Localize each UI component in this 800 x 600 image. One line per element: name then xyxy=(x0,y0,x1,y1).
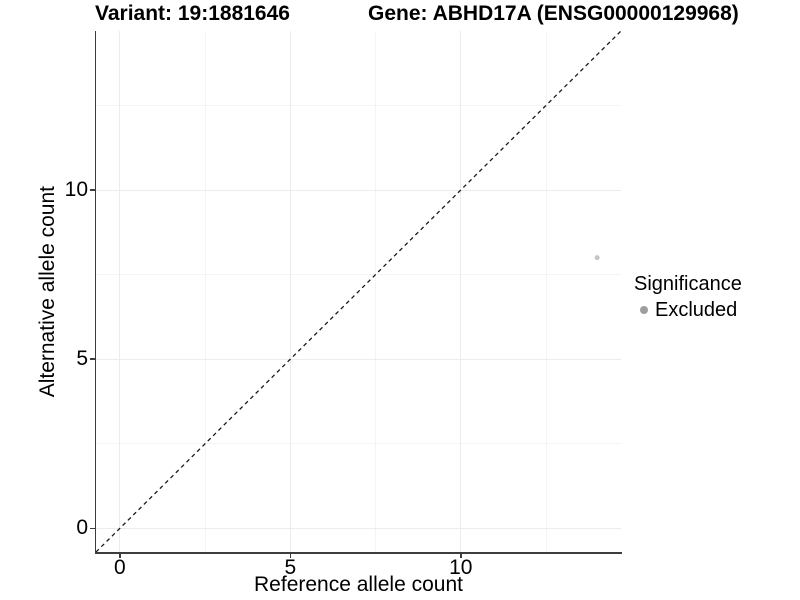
y-tick-label: 10 xyxy=(64,178,88,201)
y-tick-label: 5 xyxy=(76,347,88,371)
gridline-x-major xyxy=(289,31,291,552)
legend: Significance Excluded xyxy=(634,272,742,322)
y-tick-mark xyxy=(89,527,95,530)
data-point xyxy=(594,255,600,261)
plot-svg xyxy=(96,31,621,552)
gridline-y-minor xyxy=(96,274,621,276)
y-tick-mark xyxy=(89,358,95,360)
y-tick-mark xyxy=(89,189,95,191)
gridline-x-major xyxy=(460,31,462,552)
x-tick-label: 10 xyxy=(449,556,473,579)
x-tick-label: 5 xyxy=(284,556,297,579)
x-tick-mark xyxy=(289,552,292,558)
legend-entries: Excluded xyxy=(634,298,742,322)
identity-reference-line xyxy=(96,31,621,552)
gridline-x-minor xyxy=(375,31,377,552)
gridline-y-minor xyxy=(96,104,621,106)
gene-title: Gene: ABHD17A (ENSG00000129968) xyxy=(368,2,739,25)
y-axis-title-box: Alternative allele count xyxy=(26,31,70,552)
x-axis-line xyxy=(94,552,622,554)
gridline-x-minor xyxy=(545,31,547,552)
y-axis-line xyxy=(94,31,96,554)
variant-title: Variant: 19:1881646 xyxy=(95,2,290,25)
gridline-y-major xyxy=(96,189,621,191)
legend-entry: Excluded xyxy=(634,298,742,322)
gridline-y-major xyxy=(96,358,621,360)
gridline-y-major xyxy=(96,527,621,529)
gridline-y-minor xyxy=(96,443,621,445)
plot-panel xyxy=(96,31,621,552)
legend-key-dot xyxy=(640,306,648,314)
x-axis-title: Reference allele count xyxy=(254,573,463,596)
y-tick-label: 0 xyxy=(76,516,88,540)
gridline-x-minor xyxy=(204,31,206,552)
gridline-x-major xyxy=(119,31,121,552)
legend-entry-label: Excluded xyxy=(655,299,738,321)
legend-title: Significance xyxy=(634,273,742,295)
x-tick-mark xyxy=(460,552,462,558)
x-tick-mark xyxy=(119,552,121,558)
x-tick-label: 0 xyxy=(114,556,126,579)
